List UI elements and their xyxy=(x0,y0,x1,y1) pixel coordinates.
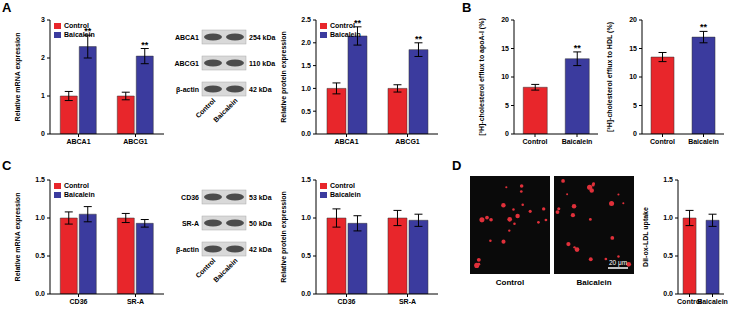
svg-text:Control: Control xyxy=(194,256,217,280)
svg-text:SR-A: SR-A xyxy=(182,220,199,227)
svg-text:Dil-ox-LDL uptake: Dil-ox-LDL uptake xyxy=(642,207,650,267)
svg-text:Control: Control xyxy=(677,298,702,305)
svg-text:1.0: 1.0 xyxy=(663,214,673,221)
svg-text:Baicalein: Baicalein xyxy=(576,278,611,287)
svg-text:2.0: 2.0 xyxy=(301,39,311,46)
svg-text:42 kDa: 42 kDa xyxy=(249,86,272,93)
svg-text:53 kDa: 53 kDa xyxy=(249,194,272,201)
svg-text:1.5: 1.5 xyxy=(301,176,311,183)
svg-text:ABCG1: ABCG1 xyxy=(174,60,199,67)
svg-text:ABCA1: ABCA1 xyxy=(334,138,358,145)
html-text:Control: Control xyxy=(330,22,355,29)
html-text:C: C xyxy=(2,158,12,173)
svg-text:Baicalein: Baicalein xyxy=(688,138,719,145)
svg-text:5: 5 xyxy=(505,102,509,109)
svg-text:1.5: 1.5 xyxy=(35,176,45,183)
html-text:Control: Control xyxy=(64,182,89,189)
html-text:Baicalein: Baicalein xyxy=(64,191,95,198)
svg-text:0.5: 0.5 xyxy=(301,108,311,115)
svg-text:110 kDa: 110 kDa xyxy=(249,60,275,67)
svg-text:SR-A: SR-A xyxy=(127,298,144,305)
svg-text:CD36: CD36 xyxy=(181,194,199,201)
svg-text:Control: Control xyxy=(650,138,675,145)
html-text:Baicalein: Baicalein xyxy=(330,191,361,198)
svg-text:0.0: 0.0 xyxy=(301,130,311,137)
svg-text:Control: Control xyxy=(496,278,524,287)
svg-text:15: 15 xyxy=(501,45,509,52)
svg-text:SR-A: SR-A xyxy=(399,298,416,305)
html-text:Control: Control xyxy=(64,22,89,29)
svg-text:0: 0 xyxy=(505,130,509,137)
svg-text:β-actin: β-actin xyxy=(176,246,199,254)
svg-text:0.0: 0.0 xyxy=(35,290,45,297)
svg-text:1.0: 1.0 xyxy=(35,214,45,221)
svg-text:**: ** xyxy=(415,34,423,44)
html-text:Baicalein: Baicalein xyxy=(330,31,361,38)
svg-text:10: 10 xyxy=(501,73,509,80)
svg-text:CD36: CD36 xyxy=(338,298,356,305)
svg-text:0.5: 0.5 xyxy=(35,252,45,259)
svg-text:0.0: 0.0 xyxy=(301,290,311,297)
svg-text:50 kDa: 50 kDa xyxy=(249,220,272,227)
svg-text:[³H]-cholesterol efflux to HDL: [³H]-cholesterol efflux to HDL (%) xyxy=(606,22,614,132)
html-text:Baicalein: Baicalein xyxy=(64,31,95,38)
svg-text:2.5: 2.5 xyxy=(301,16,311,23)
svg-text:10: 10 xyxy=(629,73,637,80)
svg-text:0.0: 0.0 xyxy=(663,290,673,297)
svg-text:0.5: 0.5 xyxy=(663,252,673,259)
svg-text:**: ** xyxy=(574,43,582,53)
svg-text:2: 2 xyxy=(41,54,45,61)
svg-text:254 kDa: 254 kDa xyxy=(249,34,276,41)
svg-text:Baicalein: Baicalein xyxy=(697,298,728,305)
svg-text:20: 20 xyxy=(629,16,637,23)
svg-text:20: 20 xyxy=(501,16,509,23)
svg-text:15: 15 xyxy=(629,45,637,52)
svg-text:CD36: CD36 xyxy=(70,298,88,305)
svg-text:1: 1 xyxy=(41,92,45,99)
svg-text:ABCG1: ABCG1 xyxy=(395,138,420,145)
svg-text:42 kDa: 42 kDa xyxy=(249,246,272,253)
svg-text:1.5: 1.5 xyxy=(663,176,673,183)
svg-text:Baicalein: Baicalein xyxy=(212,257,239,284)
svg-text:**: ** xyxy=(354,18,362,28)
svg-text:Control: Control xyxy=(523,138,548,145)
svg-text:0: 0 xyxy=(41,130,45,137)
svg-text:**: ** xyxy=(141,40,149,50)
svg-text:Relative protein expression: Relative protein expression xyxy=(280,31,288,122)
svg-text:Relative mRNA expression: Relative mRNA expression xyxy=(14,193,22,282)
svg-text:1.5: 1.5 xyxy=(301,62,311,69)
svg-text:1.0: 1.0 xyxy=(301,85,311,92)
svg-text:ABCG1: ABCG1 xyxy=(123,138,148,145)
svg-text:0.5: 0.5 xyxy=(301,252,311,259)
svg-text:1.0: 1.0 xyxy=(301,214,311,221)
svg-text:Relative protein expression: Relative protein expression xyxy=(280,191,288,282)
svg-text:20 μm: 20 μm xyxy=(609,259,627,267)
html-text:B: B xyxy=(462,0,472,15)
svg-text:0: 0 xyxy=(633,130,637,137)
svg-text:Relative mRNA expression: Relative mRNA expression xyxy=(14,33,22,122)
svg-text:Control: Control xyxy=(194,96,217,120)
html-text:A: A xyxy=(2,0,12,15)
svg-text:Baicalein: Baicalein xyxy=(212,97,239,124)
svg-text:3: 3 xyxy=(41,16,45,23)
html-text:D: D xyxy=(452,158,462,173)
svg-text:5: 5 xyxy=(633,102,637,109)
html-text:Control: Control xyxy=(330,182,355,189)
svg-text:**: ** xyxy=(700,22,708,32)
svg-text:Baicalein: Baicalein xyxy=(562,138,593,145)
svg-text:[³H]-cholesterol efflux to apo: [³H]-cholesterol efflux to apoA-I (%) xyxy=(478,18,486,135)
svg-text:β-actin: β-actin xyxy=(176,86,199,94)
svg-text:ABCA1: ABCA1 xyxy=(175,34,199,41)
svg-text:ABCA1: ABCA1 xyxy=(66,138,90,145)
